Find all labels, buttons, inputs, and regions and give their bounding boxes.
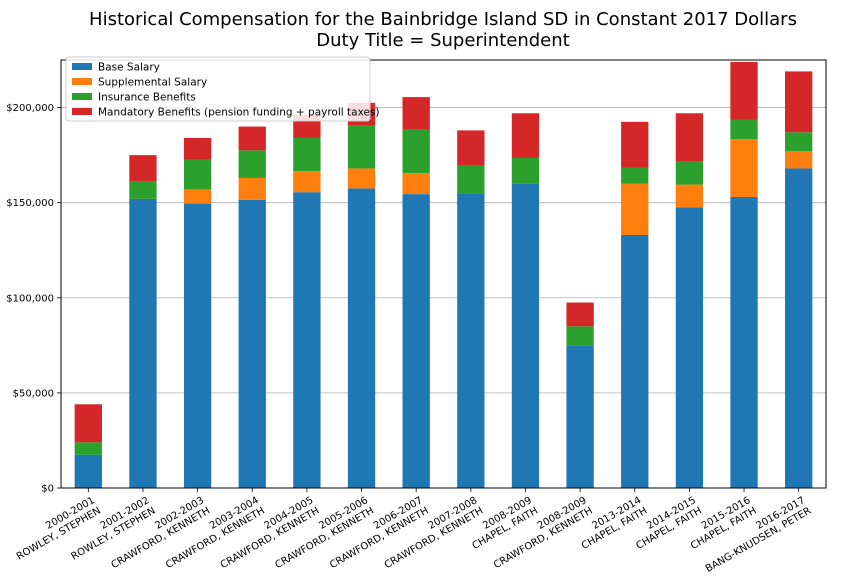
- bar-segment: [675, 113, 704, 162]
- bar-segment: [675, 161, 704, 185]
- bar-segment: [183, 203, 212, 488]
- bar-segment: [129, 155, 157, 182]
- plot-frame: [60, 59, 827, 489]
- bar-segment: [675, 207, 704, 488]
- y-axis: $0 $50,000 $100,000 $150,000 $200,000: [6, 103, 61, 495]
- bar-segment: [785, 168, 813, 488]
- bar-segment: [457, 165, 485, 194]
- bar-segment: [129, 198, 157, 488]
- bar-segment: [74, 454, 102, 488]
- bar-segment: [621, 167, 649, 184]
- legend-entry: Base Salary: [98, 62, 160, 74]
- bar-segment: [675, 184, 704, 208]
- grid-lines: [61, 107, 826, 489]
- bar-segment: [74, 404, 102, 443]
- bar-segment: [621, 183, 649, 236]
- bar-segment: [183, 189, 212, 204]
- bar-segment: [511, 183, 540, 488]
- legend-swatch: [72, 108, 92, 115]
- bar-segment: [238, 150, 266, 178]
- bar-segment: [785, 132, 813, 152]
- bars: [74, 61, 813, 488]
- bar-segment: [566, 326, 594, 346]
- legend-box: [65, 56, 371, 122]
- bar-segment: [457, 130, 485, 166]
- legend: Base Salary Supplemental Salary Insurance …: [65, 56, 380, 122]
- bar-segment: [566, 345, 594, 488]
- bar-segment: [402, 97, 430, 130]
- y-tick-label: $150,000: [6, 198, 54, 209]
- y-tick-label: $0: [41, 484, 54, 495]
- legend-swatch: [72, 63, 92, 70]
- bar-segment: [129, 181, 157, 199]
- bar-segment: [621, 235, 649, 488]
- chart-title: Historical Compensation for the Bainbrid…: [89, 9, 797, 30]
- legend-swatch: [72, 93, 92, 100]
- bar-segment: [238, 177, 266, 200]
- legend-entry: Supplemental Salary: [98, 77, 207, 89]
- bar-segment: [183, 159, 212, 190]
- bar-segment: [347, 125, 376, 169]
- bar-segment: [347, 168, 376, 189]
- y-tick-label: $50,000: [13, 388, 54, 399]
- bar-segment: [238, 126, 266, 151]
- legend-entry: Insurance Benefits: [98, 92, 196, 104]
- legend-swatch: [72, 78, 92, 85]
- legend-entry: Mandatory Benefits (pension funding + pa…: [98, 107, 380, 119]
- bar-segment: [238, 199, 266, 488]
- bar-segment: [293, 192, 321, 488]
- bar-segment: [74, 442, 102, 455]
- bar-segment: [785, 71, 813, 133]
- bar-segment: [566, 302, 594, 327]
- bar-segment: [511, 113, 540, 158]
- bar-segment: [293, 171, 321, 193]
- bar-segment: [402, 173, 430, 195]
- bar-segment: [730, 61, 758, 120]
- bar-segment: [511, 157, 540, 184]
- bar-segment: [730, 138, 758, 197]
- bar-segment: [402, 129, 430, 174]
- y-tick-label: $100,000: [6, 293, 54, 304]
- y-tick-label: $200,000: [6, 103, 54, 114]
- bar-segment: [621, 121, 649, 168]
- x-axis: 2000-2001ROWLEY, STEPHEN2001-2002ROWLEY,…: [15, 488, 813, 575]
- bar-segment: [183, 137, 212, 160]
- bar-segment: [293, 137, 321, 172]
- bar-segment: [730, 196, 758, 488]
- bar-segment: [347, 188, 376, 488]
- bar-segment: [457, 193, 485, 488]
- bar-segment: [785, 151, 813, 169]
- bar-segment: [730, 119, 758, 139]
- bar-segment: [402, 194, 430, 488]
- chart-subtitle: Duty Title = Superintendent: [316, 30, 569, 51]
